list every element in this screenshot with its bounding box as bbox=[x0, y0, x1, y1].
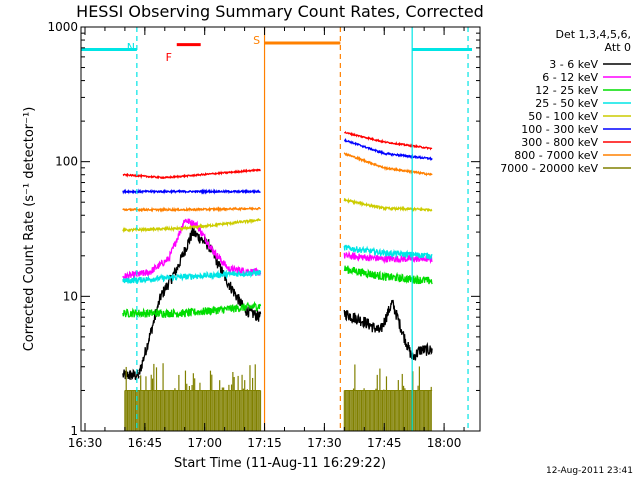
y-tick-label: 1 bbox=[70, 424, 78, 438]
x-tick-label: 17:15 bbox=[247, 436, 282, 450]
x-tick-label: 17:30 bbox=[307, 436, 342, 450]
series-line bbox=[343, 265, 433, 285]
series-line bbox=[122, 300, 262, 319]
series-line bbox=[343, 152, 433, 177]
plot-marks bbox=[122, 131, 433, 431]
x-axis-label: Start Time (11-Aug-11 16:29:22) bbox=[174, 456, 386, 471]
x-tick-label: 16:45 bbox=[128, 436, 163, 450]
series-7 bbox=[122, 152, 433, 213]
series-4 bbox=[122, 197, 433, 234]
legend-label: 25 - 50 keV bbox=[535, 97, 598, 110]
legend-label: 6 - 12 keV bbox=[542, 71, 598, 84]
series-line bbox=[138, 227, 262, 375]
legend-header-line-1: Det 1,3,4,5,6, bbox=[555, 28, 631, 41]
series-6 bbox=[122, 131, 433, 180]
x-tick-label: 18:00 bbox=[427, 436, 462, 450]
y-tick-label: 100 bbox=[55, 155, 78, 169]
legend-label: 12 - 25 keV bbox=[535, 84, 598, 97]
plot-frame bbox=[80, 26, 481, 432]
series-line bbox=[122, 168, 261, 180]
series-3 bbox=[122, 244, 433, 285]
series-8 bbox=[124, 363, 433, 431]
series-line bbox=[122, 368, 140, 381]
event-marker-n: N bbox=[127, 41, 135, 54]
event-marker-s: S bbox=[253, 34, 260, 47]
legend-label: 3 - 6 keV bbox=[549, 58, 598, 71]
legend-header-line-2: Att 0 bbox=[605, 41, 631, 54]
x-tick-label: 17:00 bbox=[187, 436, 222, 450]
footer-timestamp: 12-Aug-2011 23:41 bbox=[546, 466, 633, 476]
y-tick-label: 10 bbox=[63, 289, 78, 303]
series-line bbox=[122, 218, 262, 280]
series-0 bbox=[122, 227, 433, 381]
series-line bbox=[343, 299, 433, 361]
series-1 bbox=[122, 218, 433, 280]
series-line bbox=[122, 218, 262, 234]
x-tick-label: 17:45 bbox=[367, 436, 402, 450]
y-axis-label: Corrected Count Rate (s⁻¹ detector⁻¹) bbox=[22, 107, 37, 352]
series-line bbox=[122, 188, 261, 195]
x-axis-ticks: 16:30 16:45 17:00 17:15 17:30 17:45 18:00 bbox=[68, 27, 465, 450]
legend-label: 7000 - 20000 keV bbox=[500, 162, 598, 175]
series-line bbox=[344, 131, 433, 151]
series-line bbox=[122, 206, 262, 213]
series-line bbox=[343, 244, 433, 261]
x-tick-label: 16:30 bbox=[68, 436, 103, 450]
series-line bbox=[343, 197, 433, 213]
series-line bbox=[122, 268, 262, 285]
event-marker-f: F bbox=[166, 51, 172, 64]
annotation-layer: N F S bbox=[81, 27, 473, 431]
chart-title: HESSI Observing Summary Count Rates, Cor… bbox=[76, 2, 484, 21]
legend-label: 50 - 100 keV bbox=[528, 110, 598, 123]
series-line bbox=[343, 250, 433, 265]
legend-label: 300 - 800 keV bbox=[521, 136, 598, 149]
y-axis-ticks: 1 10 100 1000 bbox=[47, 20, 480, 438]
series-line bbox=[343, 137, 433, 161]
legend-label: 100 - 300 keV bbox=[521, 123, 598, 136]
y-tick-label: 1000 bbox=[47, 20, 78, 34]
legend-label: 800 - 7000 keV bbox=[514, 149, 598, 162]
series-5 bbox=[122, 137, 433, 195]
series-2 bbox=[122, 265, 433, 319]
